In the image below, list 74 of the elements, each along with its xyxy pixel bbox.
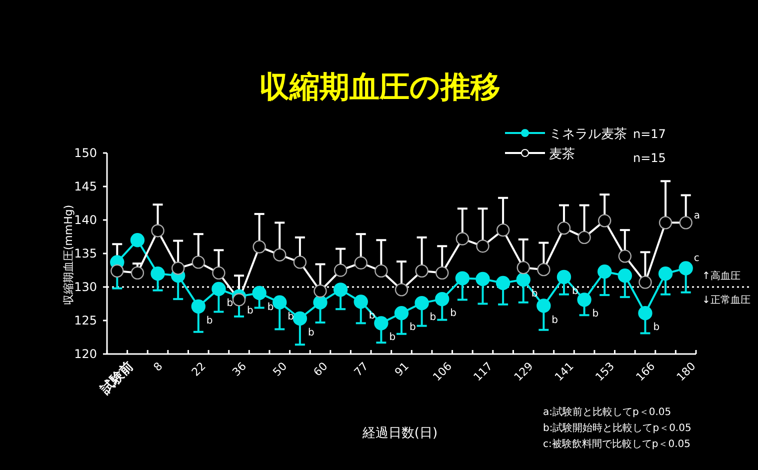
point (476, 272, 490, 286)
x-tick-label: 129 (512, 360, 536, 384)
data-label: a (694, 210, 700, 222)
y-tick-label: 130 (74, 280, 97, 294)
data-label: b (653, 322, 660, 334)
x-tick-label: 106 (430, 360, 454, 384)
point (313, 295, 328, 310)
text: a:試験前と比較してp＜0.05 (543, 406, 672, 418)
point (252, 286, 266, 300)
data-label: b (389, 332, 396, 344)
point (354, 294, 368, 309)
x-tick-label: 試験前 (97, 358, 137, 398)
data-label: b (592, 308, 599, 320)
point (618, 268, 632, 283)
point (435, 292, 450, 306)
data-label: b (450, 308, 456, 320)
y-tick-label: 145 (74, 180, 97, 194)
x-tick-label: 8 (151, 360, 166, 374)
point (191, 299, 206, 314)
x-tick-label: 141 (552, 360, 576, 384)
x-axis-title: 経過日数(日) (361, 426, 438, 441)
point (516, 272, 530, 287)
annotation: n=15 (633, 151, 666, 165)
y-tick-label: 125 (74, 314, 97, 328)
point (292, 311, 308, 326)
legend-label: 麦茶 (549, 147, 575, 162)
point (638, 306, 652, 320)
data-label: b (430, 312, 436, 324)
point (374, 316, 388, 330)
y-tick-label: 140 (74, 213, 97, 227)
x-tick-label: 180 (674, 360, 698, 384)
data-label: b (226, 298, 234, 310)
text: c:被験飲料間で比較してp＜0.05 (543, 438, 690, 450)
y-tick-label: 150 (74, 146, 97, 160)
data-label: b (247, 305, 254, 316)
point (658, 266, 673, 281)
data-label: b (267, 302, 274, 314)
data-label: b (206, 315, 213, 326)
point (394, 306, 409, 320)
point (414, 296, 429, 310)
point (333, 282, 348, 297)
text: n=17 (633, 127, 666, 141)
text: b:試験開始時と比較してp＜0.05 (543, 422, 692, 434)
x-tick-label: 166 (634, 360, 658, 384)
y-tick-label: 135 (74, 246, 97, 260)
x-tick-label: 153 (592, 360, 617, 384)
point (212, 282, 226, 296)
legend-label: ミネラル麦茶 (549, 127, 627, 142)
ref-line-label: ↑高血圧 (702, 270, 740, 282)
y-tick-label: 120 (74, 347, 97, 361)
x-tick-label: 36 (230, 360, 249, 379)
point (496, 276, 510, 290)
chart-title: 収縮期血圧の推移 (260, 70, 500, 105)
x-tick-label: 50 (270, 360, 290, 379)
point (150, 266, 165, 281)
point (678, 261, 693, 276)
x-tick-label: 91 (392, 360, 412, 379)
x-tick-label: 77 (352, 360, 371, 379)
point (272, 295, 287, 310)
data-label: b (308, 327, 314, 338)
data-label: b (552, 314, 558, 326)
data-label: c (694, 253, 700, 264)
y-axis-title: 収縮期血圧(mmHg) (62, 204, 75, 306)
point (556, 270, 572, 284)
annotation: ↓正常血圧 (702, 294, 750, 306)
point (598, 264, 612, 279)
point (130, 233, 145, 248)
point (577, 292, 592, 307)
point (455, 271, 470, 286)
point (536, 298, 551, 313)
x-tick-label: 22 (189, 360, 208, 379)
data-label: b (288, 311, 294, 322)
data-label: b (410, 322, 416, 334)
x-tick-label: 60 (311, 360, 330, 379)
